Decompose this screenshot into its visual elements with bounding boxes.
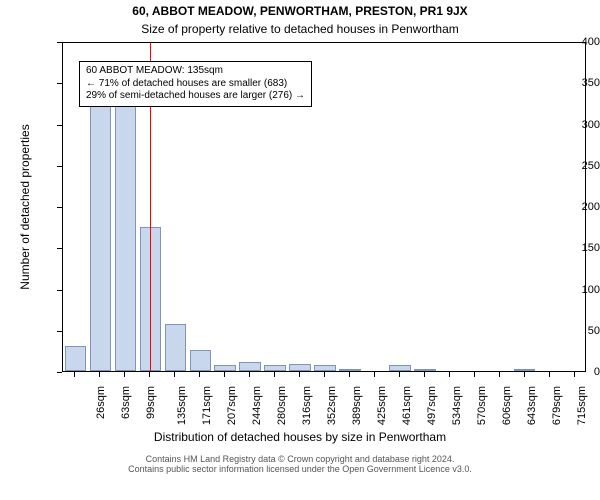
histogram-bar bbox=[314, 365, 335, 371]
x-tick-label: 643sqm bbox=[526, 386, 538, 425]
x-tick-mark bbox=[74, 372, 75, 377]
x-tick-label: 63sqm bbox=[120, 386, 132, 419]
x-tick-label: 389sqm bbox=[351, 386, 363, 425]
x-tick-label: 316sqm bbox=[301, 386, 313, 425]
plot-area: 60 ABBOT MEADOW: 135sqm ← 71% of detache… bbox=[62, 42, 586, 372]
footer-line-2: Contains public sector information licen… bbox=[0, 464, 600, 474]
chart-title-main: 60, ABBOT MEADOW, PENWORTHAM, PRESTON, P… bbox=[0, 4, 600, 18]
x-tick-label: 497sqm bbox=[426, 386, 438, 425]
x-tick-mark bbox=[499, 372, 500, 377]
x-tick-label: 171sqm bbox=[201, 386, 213, 425]
chart-title-sub: Size of property relative to detached ho… bbox=[0, 22, 600, 36]
y-tick-label: 350 bbox=[548, 77, 600, 89]
x-tick-mark bbox=[174, 372, 175, 377]
y-tick-mark bbox=[57, 331, 62, 332]
y-tick-mark bbox=[57, 372, 62, 373]
x-axis-label: Distribution of detached houses by size … bbox=[0, 430, 600, 444]
histogram-bar bbox=[264, 365, 285, 371]
x-tick-mark bbox=[574, 372, 575, 377]
annotation-line-2: ← 71% of detached houses are smaller (68… bbox=[86, 78, 305, 91]
x-tick-mark bbox=[299, 372, 300, 377]
histogram-bar bbox=[389, 365, 410, 371]
x-tick-label: 425sqm bbox=[376, 386, 388, 425]
x-tick-label: 461sqm bbox=[401, 386, 413, 425]
x-tick-mark bbox=[124, 372, 125, 377]
x-tick-mark bbox=[224, 372, 225, 377]
y-tick-mark bbox=[57, 248, 62, 249]
histogram-bar bbox=[65, 346, 86, 371]
x-tick-mark bbox=[274, 372, 275, 377]
y-tick-mark bbox=[57, 42, 62, 43]
y-tick-label: 250 bbox=[548, 160, 600, 172]
histogram-bar bbox=[339, 369, 360, 371]
x-tick-mark bbox=[149, 372, 150, 377]
histogram-bar bbox=[239, 362, 260, 371]
x-tick-mark bbox=[249, 372, 250, 377]
y-tick-label: 100 bbox=[548, 284, 600, 296]
annotation-box: 60 ABBOT MEADOW: 135sqm ← 71% of detache… bbox=[79, 61, 312, 107]
x-tick-mark bbox=[324, 372, 325, 377]
y-tick-label: 400 bbox=[548, 36, 600, 48]
x-tick-label: 244sqm bbox=[251, 386, 263, 425]
y-axis-label: Number of detached properties bbox=[18, 42, 32, 372]
x-tick-label: 534sqm bbox=[451, 386, 463, 425]
annotation-line-1: 60 ABBOT MEADOW: 135sqm bbox=[86, 65, 305, 78]
x-tick-mark bbox=[399, 372, 400, 377]
x-tick-mark bbox=[474, 372, 475, 377]
annotation-line-3: 29% of semi-detached houses are larger (… bbox=[86, 90, 305, 103]
y-tick-label: 150 bbox=[548, 242, 600, 254]
histogram-bar bbox=[414, 369, 435, 371]
x-tick-mark bbox=[549, 372, 550, 377]
histogram-bar bbox=[214, 365, 235, 371]
histogram-bar bbox=[165, 324, 186, 371]
x-tick-label: 570sqm bbox=[476, 386, 488, 425]
y-tick-label: 300 bbox=[548, 119, 600, 131]
y-tick-mark bbox=[57, 290, 62, 291]
y-tick-mark bbox=[57, 125, 62, 126]
x-tick-mark bbox=[374, 372, 375, 377]
footer-line-1: Contains HM Land Registry data © Crown c… bbox=[0, 454, 600, 464]
y-tick-mark bbox=[57, 166, 62, 167]
x-tick-mark bbox=[424, 372, 425, 377]
histogram-bar bbox=[190, 350, 211, 371]
x-tick-label: 26sqm bbox=[96, 386, 108, 419]
y-tick-label: 50 bbox=[548, 325, 600, 337]
y-tick-label: 200 bbox=[548, 201, 600, 213]
histogram-bar bbox=[514, 369, 535, 371]
x-tick-mark bbox=[524, 372, 525, 377]
footer-attribution: Contains HM Land Registry data © Crown c… bbox=[0, 454, 600, 474]
x-tick-label: 715sqm bbox=[576, 386, 588, 425]
x-tick-mark bbox=[449, 372, 450, 377]
x-tick-label: 679sqm bbox=[551, 386, 563, 425]
histogram-bar bbox=[289, 364, 310, 371]
histogram-bar bbox=[115, 99, 136, 371]
x-tick-mark bbox=[349, 372, 350, 377]
x-tick-mark bbox=[99, 372, 100, 377]
histogram-bar bbox=[90, 103, 111, 371]
x-tick-mark bbox=[199, 372, 200, 377]
y-tick-mark bbox=[57, 207, 62, 208]
y-tick-mark bbox=[57, 83, 62, 84]
x-tick-label: 606sqm bbox=[501, 386, 513, 425]
x-tick-label: 207sqm bbox=[226, 386, 238, 425]
chart-container: { "titles": { "main": "60, ABBOT MEADOW,… bbox=[0, 0, 600, 500]
x-tick-label: 135sqm bbox=[176, 386, 188, 425]
x-tick-label: 280sqm bbox=[276, 386, 288, 425]
x-tick-label: 352sqm bbox=[326, 386, 338, 425]
x-tick-label: 99sqm bbox=[145, 386, 157, 419]
